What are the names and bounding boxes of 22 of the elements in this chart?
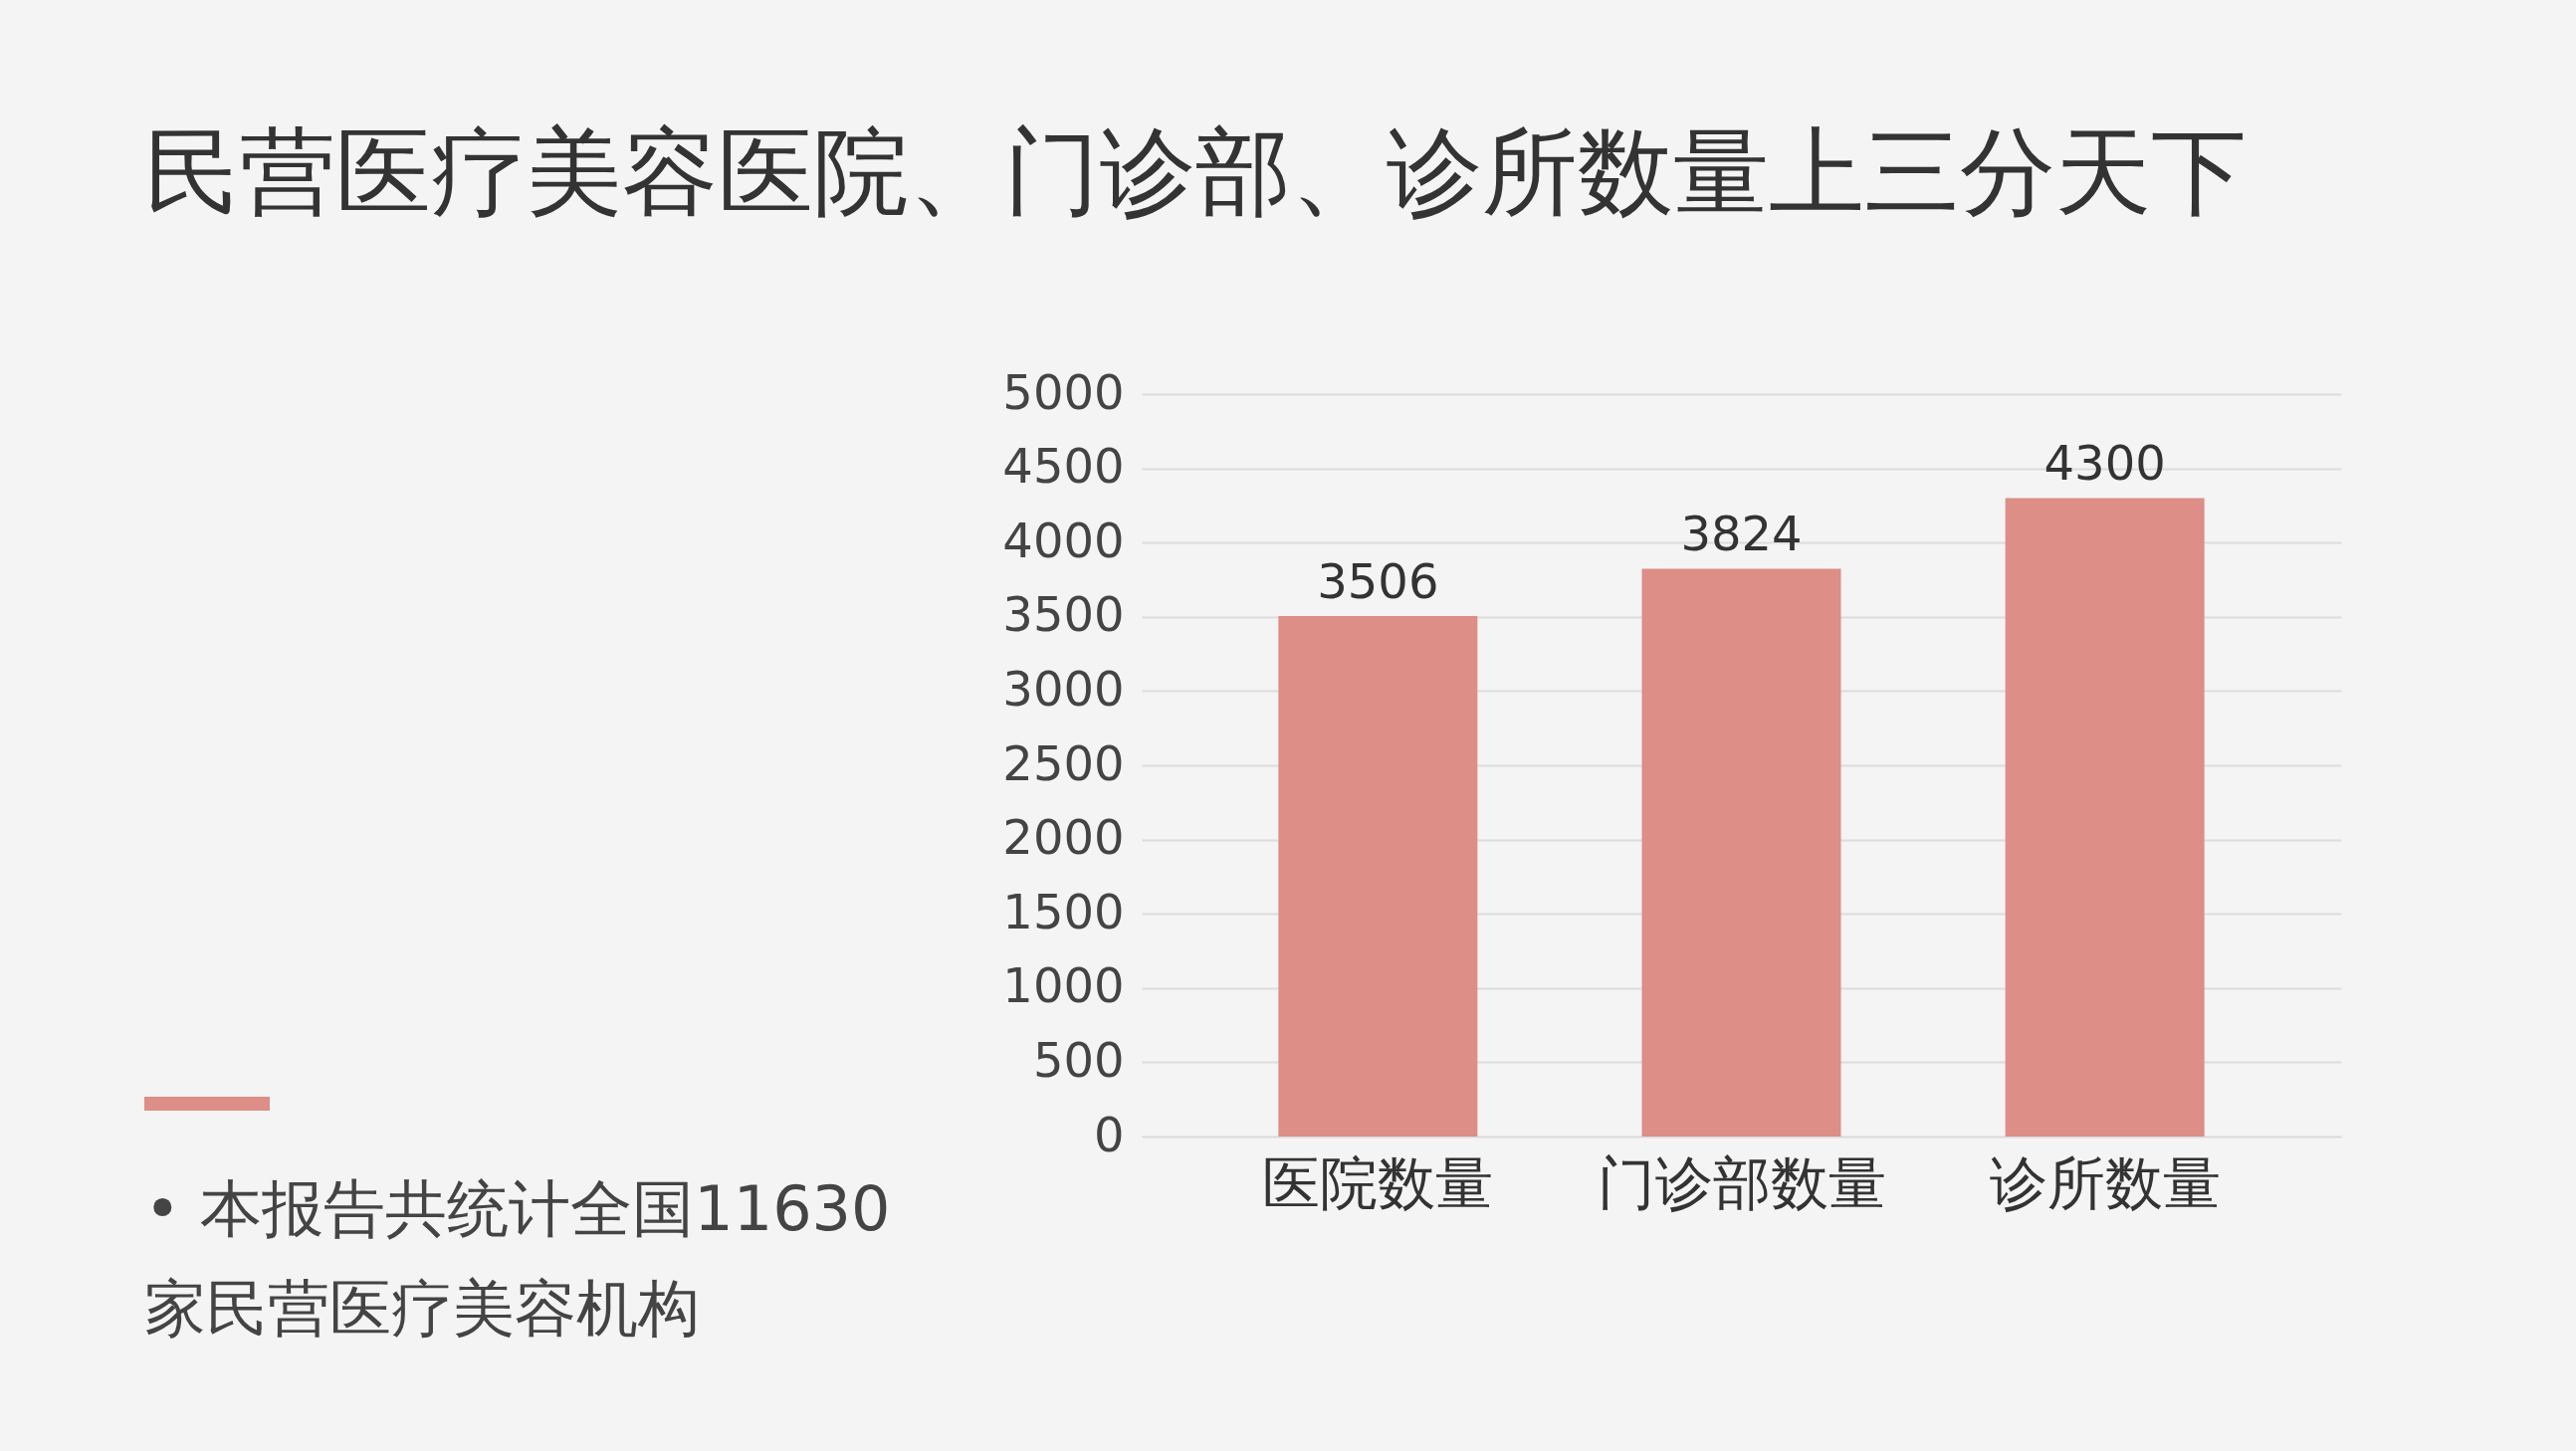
y-tick-label: 0 [1093, 1106, 1125, 1162]
y-tick-label: 1500 [1002, 883, 1125, 939]
data-label: 3824 [1680, 506, 1803, 562]
x-tick-label: 诊所数量 [1989, 1148, 2221, 1217]
y-tick-label: 4000 [1002, 512, 1125, 568]
y-tick-label: 2000 [1002, 809, 1125, 866]
y-tick-label: 5000 [1002, 363, 1125, 420]
bar [1641, 568, 1841, 1137]
chart-title: 民营医疗美容医院、门诊部、诊所数量上三分天下 [144, 115, 2247, 230]
y-tick-label: 3000 [1002, 660, 1125, 717]
text: • 本报告共统计全国11630家民营医疗美容机构 [144, 1171, 892, 1347]
y-tick-label: 1000 [1002, 957, 1125, 1014]
y-tick-label: 2500 [1002, 734, 1125, 791]
bar [2005, 498, 2205, 1137]
data-label: 4300 [2043, 435, 2166, 492]
y-tick-label: 3500 [1002, 586, 1125, 643]
y-tick-label: 4500 [1002, 438, 1125, 495]
x-tick-label: 医院数量 [1262, 1148, 1494, 1217]
bar [1278, 615, 1478, 1137]
y-tick-label: 500 [1032, 1031, 1125, 1088]
x-tick-label: 门诊部数量 [1597, 1148, 1886, 1217]
data-label: 3506 [1317, 552, 1439, 609]
